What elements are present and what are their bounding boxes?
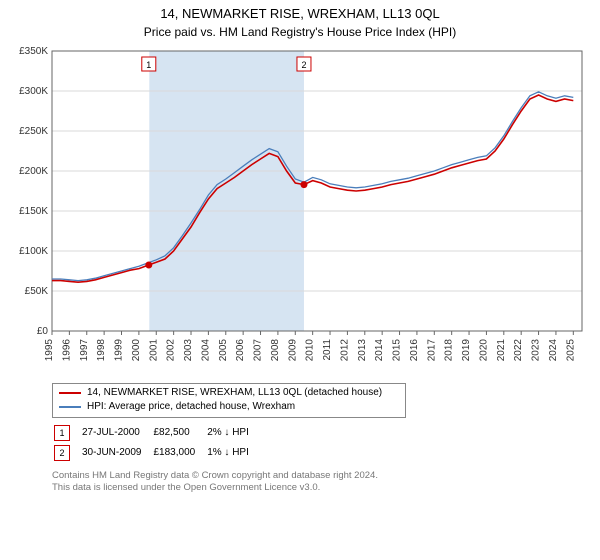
svg-text:2015: 2015 (392, 338, 403, 361)
tx-marker: 1 (54, 424, 80, 442)
svg-text:2011: 2011 (322, 338, 333, 360)
legend-swatch (59, 406, 81, 408)
svg-text:£50K: £50K (25, 286, 49, 297)
footer-line1: Contains HM Land Registry data © Crown c… (52, 470, 590, 482)
tx-row: 127-JUL-2000£82,5002% ↓ HPI (54, 424, 259, 442)
tx-marker: 2 (54, 444, 80, 462)
svg-text:2010: 2010 (305, 338, 316, 361)
svg-text:£250K: £250K (19, 126, 48, 137)
tx-row: 230-JUN-2009£183,0001% ↓ HPI (54, 444, 259, 462)
svg-text:2007: 2007 (253, 338, 264, 361)
tx-delta: 2% ↓ HPI (207, 424, 259, 442)
footer: Contains HM Land Registry data © Crown c… (52, 470, 590, 495)
svg-text:1: 1 (146, 60, 151, 70)
chart-title: 14, NEWMARKET RISE, WREXHAM, LL13 0QL (10, 6, 590, 23)
svg-text:£0: £0 (37, 326, 49, 337)
svg-text:2: 2 (301, 60, 306, 70)
svg-text:£200K: £200K (19, 166, 48, 177)
svg-text:2006: 2006 (235, 338, 246, 361)
legend: 14, NEWMARKET RISE, WREXHAM, LL13 0QL (d… (52, 383, 406, 418)
tx-price: £183,000 (153, 444, 205, 462)
footer-line2: This data is licensed under the Open Gov… (52, 482, 590, 494)
svg-text:£350K: £350K (19, 47, 48, 57)
svg-text:2024: 2024 (548, 338, 559, 361)
svg-text:2018: 2018 (444, 338, 455, 361)
svg-text:2013: 2013 (357, 338, 368, 361)
legend-label: HPI: Average price, detached house, Wrex… (87, 400, 295, 414)
svg-text:£100K: £100K (19, 246, 48, 257)
svg-text:2008: 2008 (270, 338, 281, 361)
tx-date: 30-JUN-2009 (82, 444, 151, 462)
svg-text:2003: 2003 (183, 338, 194, 361)
svg-text:2017: 2017 (426, 338, 437, 361)
svg-text:1998: 1998 (96, 338, 107, 361)
svg-text:2000: 2000 (131, 338, 142, 361)
svg-text:2020: 2020 (478, 338, 489, 361)
svg-text:2022: 2022 (513, 338, 524, 361)
tx-dot-1 (145, 261, 152, 268)
tx-price: £82,500 (153, 424, 205, 442)
svg-text:2009: 2009 (287, 338, 298, 361)
svg-text:2004: 2004 (200, 338, 211, 361)
svg-text:2016: 2016 (409, 338, 420, 361)
svg-text:1996: 1996 (61, 338, 72, 361)
legend-item: 14, NEWMARKET RISE, WREXHAM, LL13 0QL (d… (59, 386, 399, 400)
svg-text:2023: 2023 (531, 338, 542, 361)
svg-text:2021: 2021 (496, 338, 507, 361)
svg-text:2005: 2005 (218, 338, 229, 361)
svg-text:1999: 1999 (114, 338, 125, 361)
legend-label: 14, NEWMARKET RISE, WREXHAM, LL13 0QL (d… (87, 386, 382, 400)
tx-delta: 1% ↓ HPI (207, 444, 259, 462)
tx-date: 27-JUL-2000 (82, 424, 151, 442)
svg-text:2012: 2012 (339, 338, 350, 361)
chart-plot: £0 £50K £100K £150K £200K £250K £300K £350K 1995… (10, 47, 590, 377)
svg-text:2025: 2025 (565, 338, 576, 361)
legend-item: HPI: Average price, detached house, Wrex… (59, 400, 399, 414)
chart-subtitle: Price paid vs. HM Land Registry's House … (10, 25, 590, 39)
chart-svg: £0 £50K £100K £150K £200K £250K £300K £350K 1995… (10, 47, 590, 377)
svg-text:1997: 1997 (79, 338, 90, 361)
svg-text:1995: 1995 (44, 338, 55, 361)
svg-text:2014: 2014 (374, 338, 385, 361)
tx-dot-2 (300, 181, 307, 188)
svg-text:£150K: £150K (19, 206, 48, 217)
svg-text:2019: 2019 (461, 338, 472, 361)
svg-text:2002: 2002 (166, 338, 177, 361)
svg-text:2001: 2001 (148, 338, 159, 361)
transactions-table: 127-JUL-2000£82,5002% ↓ HPI 230-JUN-2009£… (52, 422, 261, 464)
svg-text:£300K: £300K (19, 86, 48, 97)
legend-swatch (59, 392, 81, 394)
